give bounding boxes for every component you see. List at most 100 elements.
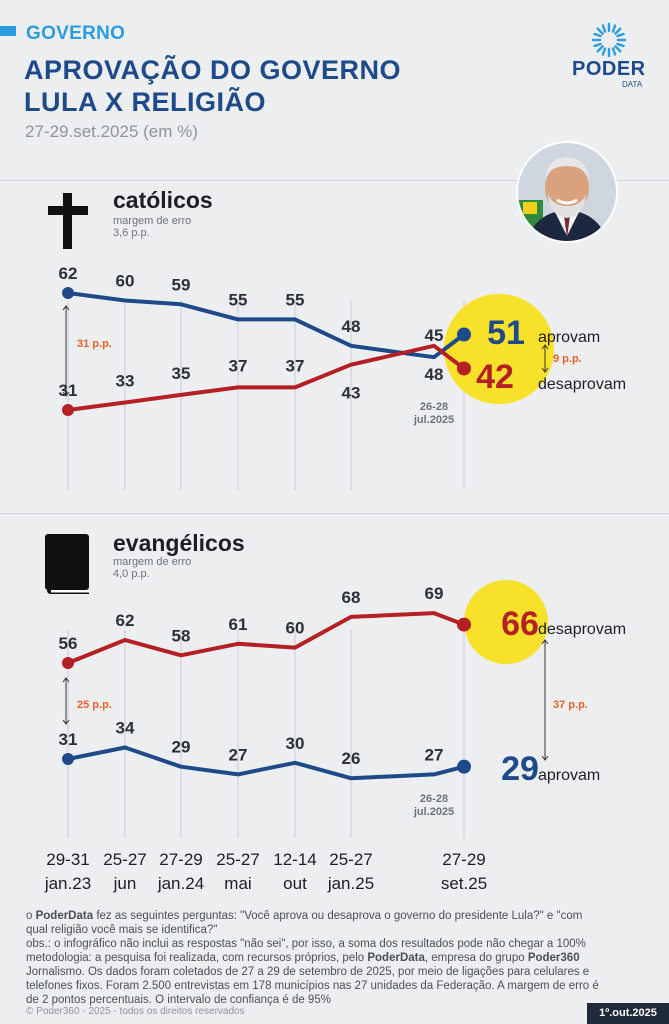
catolicos-series-0-value-label-6: 45 bbox=[425, 326, 444, 345]
catolicos-gap-start-label: 31 p.p. bbox=[77, 338, 112, 350]
catolicos-series-0-value-label-3: 55 bbox=[229, 290, 248, 309]
catolicos-highlight-circle-2 bbox=[444, 294, 554, 404]
footnote-question-text: fez as seguintes perguntas: "Você aprova… bbox=[93, 910, 583, 922]
evangelicos-series-1-final-value: 29 bbox=[501, 750, 539, 788]
evangelicos-series-0-end-point bbox=[457, 617, 471, 632]
section-divider-middle bbox=[0, 513, 669, 514]
footnote-methodology-4: de 2 pontos percentuais. O intervalo de … bbox=[26, 994, 331, 1006]
catolicos-margin-of-error: margem de erro 3,6 p.p. bbox=[113, 215, 191, 239]
evangelicos-gap-start-arrows bbox=[62, 677, 70, 725]
catolicos-series-1-final-value: 42 bbox=[476, 358, 514, 396]
footnote-methodology-3: telefones fixos. Foram 2.500 entrevistas… bbox=[26, 980, 599, 992]
evangelicos-margin-of-error: margem de erro 4,0 p.p. bbox=[113, 556, 191, 580]
catolicos-series-0-value-label-5: 48 bbox=[342, 317, 361, 336]
catolicos-series-1-value-label-1: 33 bbox=[116, 371, 135, 390]
evangelicos-series-1-value-label-2: 29 bbox=[172, 738, 191, 757]
x-tick-top-6: 27-29 bbox=[442, 850, 485, 869]
evangelicos-series-0-value-label-1: 62 bbox=[116, 611, 135, 630]
evangelicos-gap-end-label: 37 p.p. bbox=[553, 699, 588, 711]
methodology-prefix: metodologia: a pesquisa foi realizada, c… bbox=[26, 952, 368, 964]
evangelicos-series-1-name-label: aprovam bbox=[538, 767, 600, 784]
evangelicos-series-0-value-label-5: 68 bbox=[342, 588, 361, 607]
x-tick-bottom-3: mai bbox=[224, 874, 251, 893]
evangelicos-highlight-circle bbox=[464, 580, 548, 664]
methodology-brand2: Poder360 bbox=[527, 952, 580, 964]
evangelicos-series-0-value-label-3: 61 bbox=[229, 615, 248, 634]
evangelicos-series-1-value-label-0: 31 bbox=[59, 730, 78, 749]
publication-date: 1º.out.2025 bbox=[587, 1003, 669, 1024]
footnote-methodology-2: Jornalismo. Os dados foram coletados de … bbox=[26, 966, 590, 978]
section-divider-top bbox=[0, 180, 669, 181]
catolicos-series-1-value-label-5: 43 bbox=[342, 384, 361, 403]
catolicos-series-1-value-label-2: 35 bbox=[172, 364, 191, 383]
methodology-mid: , empresa do grupo bbox=[424, 952, 528, 964]
footnote-question: o PoderData fez as seguintes perguntas: … bbox=[26, 909, 582, 923]
catolicos-series-0-line bbox=[66, 291, 466, 360]
evangelicos-series-0-name-label: desaprovam bbox=[538, 621, 626, 638]
catolicos-series-0-name-label: aprovam bbox=[538, 329, 600, 346]
evangelicos-series-0-line bbox=[66, 611, 466, 665]
methodology-brand: PoderData bbox=[367, 952, 425, 964]
evangelicos-series-0-value-label-4: 60 bbox=[286, 619, 305, 638]
evangelicos-series-1-value-label-6: 27 bbox=[425, 745, 444, 764]
catolicos-gap-end-arrows bbox=[541, 344, 549, 373]
evangelicos-note-line-0: 26-28 bbox=[420, 793, 448, 805]
catolicos-series-0-start-point bbox=[62, 287, 74, 299]
title-line-2: LULA X RELIGIÃO bbox=[24, 87, 266, 117]
evangelicos-gap-start-label: 25 p.p. bbox=[77, 699, 112, 711]
footnote-methodology: metodologia: a pesquisa foi realizada, c… bbox=[26, 951, 580, 965]
catolicos-note-line-1: jul.2025 bbox=[413, 414, 454, 426]
footnote-brand: PoderData bbox=[35, 910, 94, 922]
evangelicos-series-0-final-value: 66 bbox=[501, 605, 539, 643]
evangelicos-series-1-value-label-3: 27 bbox=[229, 745, 248, 764]
footnote-question-2: qual religião você mais se identifica?" bbox=[26, 924, 218, 936]
x-tick-top-5: 25-27 bbox=[329, 850, 372, 869]
cross-icon bbox=[48, 193, 88, 249]
catolicos-series-1-line bbox=[66, 343, 466, 412]
x-tick-top-4: 12-14 bbox=[273, 850, 316, 869]
president-portrait bbox=[516, 141, 618, 243]
evangelicos-series-1-value-label-4: 30 bbox=[286, 734, 305, 753]
evangelicos-series-1-end-point bbox=[457, 759, 471, 774]
x-tick-bottom-4: out bbox=[283, 874, 307, 893]
evangelicos-series-1-value-label-5: 26 bbox=[342, 749, 361, 768]
catolicos-series-1-name-label: desaprovam bbox=[538, 376, 626, 393]
catolicos-series-1-start-point bbox=[62, 404, 74, 416]
footnote-prefix: o bbox=[26, 910, 36, 922]
evangelicos-series-0-value-label-2: 58 bbox=[172, 626, 191, 645]
evangelicos-series-0-value-label-0: 56 bbox=[59, 634, 78, 653]
catolicos-series-1-value-label-0: 31 bbox=[59, 381, 78, 400]
evangelicos-series-1-start-point bbox=[62, 753, 74, 765]
catolicos-series-0-value-label-1: 60 bbox=[116, 272, 135, 291]
catolicos-series-1-value-label-3: 37 bbox=[229, 356, 248, 375]
x-tick-bottom-5: jan.25 bbox=[327, 874, 374, 893]
catolicos-series-0-value-label-4: 55 bbox=[286, 290, 305, 309]
poderdata-logo-icon bbox=[591, 22, 627, 58]
x-tick-top-0: 29-31 bbox=[46, 850, 89, 869]
catolicos-series-0-end-point bbox=[457, 327, 471, 342]
x-tick-bottom-0: jan.23 bbox=[44, 874, 91, 893]
evangelicos-series-1-line bbox=[66, 745, 466, 781]
kicker: GOVERNO bbox=[26, 23, 126, 44]
catolicos-moe-label: margem de erro bbox=[113, 215, 192, 227]
x-tick-bottom-2: jan.24 bbox=[157, 874, 204, 893]
logo-subtext: DATA bbox=[622, 80, 643, 89]
x-tick-bottom-6: set.25 bbox=[441, 874, 487, 893]
evangelicos-note-line-1: jul.2025 bbox=[413, 806, 454, 818]
x-tick-bottom-1: jun bbox=[113, 874, 137, 893]
catolicos-gap-start-arrows bbox=[62, 305, 70, 397]
page-title: APROVAÇÃO DO GOVERNO LULA X RELIGIÃO bbox=[24, 54, 401, 118]
catolicos-series-0-value-label-2: 59 bbox=[172, 275, 191, 294]
subtitle: 27-29.set.2025 (em %) bbox=[25, 122, 198, 141]
catolicos-series-1-value-label-4: 37 bbox=[286, 356, 305, 375]
catolicos-moe-value: 3,6 p.p. bbox=[113, 227, 150, 239]
kicker-bar bbox=[0, 26, 16, 36]
catolicos-series-1-value-label-6: 48 bbox=[425, 365, 444, 384]
logo-text: PODER bbox=[572, 58, 646, 80]
catolicos-note-line-0: 26-28 bbox=[420, 401, 448, 413]
copyright: © Poder360 - 2025 - todos os direitos re… bbox=[26, 1006, 245, 1017]
catolicos-series-0-final-value: 51 bbox=[487, 314, 525, 352]
evangelicos-gap-end-arrows bbox=[541, 639, 549, 761]
evangelicos-moe-value: 4,0 p.p. bbox=[113, 568, 150, 580]
